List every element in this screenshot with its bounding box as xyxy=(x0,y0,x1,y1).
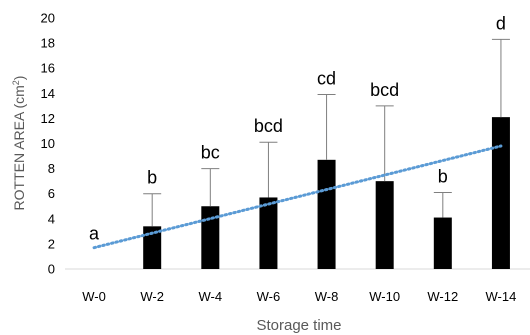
y-tick-label: 4 xyxy=(48,211,55,226)
y-tick-label: 8 xyxy=(48,161,55,176)
y-tick-label: 14 xyxy=(41,86,55,101)
y-tick-label: 6 xyxy=(48,186,55,201)
error-bar-W-8 xyxy=(317,94,336,160)
y-axis-label: ROTTEN AREA (cm2) xyxy=(11,76,27,211)
x-tick-label: W-8 xyxy=(315,289,339,304)
bars-group xyxy=(143,117,510,270)
significance-letter: bcd xyxy=(370,80,399,100)
error-bar-W-4 xyxy=(201,168,220,207)
x-tick-label: W-14 xyxy=(486,289,517,304)
significance-letter: b xyxy=(147,168,157,188)
y-tick-label: 2 xyxy=(48,236,55,251)
significance-letter: cd xyxy=(317,69,336,89)
bar-W-8 xyxy=(317,159,336,269)
y-tick-label: 18 xyxy=(41,36,55,51)
bar-W-2 xyxy=(143,226,162,269)
significance-letter: d xyxy=(496,13,506,33)
x-tick-label: W-6 xyxy=(257,289,281,304)
x-axis-label: Storage time xyxy=(256,317,341,334)
bar-W-4 xyxy=(201,206,220,269)
error-bar-W-12 xyxy=(433,191,452,218)
y-tick-label: 20 xyxy=(41,11,55,26)
y-tick-label: 0 xyxy=(48,262,55,277)
y-tick-label: 12 xyxy=(41,111,55,126)
y-axis-ticks: 0 2 4 6 8 10 12 14 16 18 20 xyxy=(41,11,55,277)
significance-letter: bcd xyxy=(254,116,283,136)
bar-W-10 xyxy=(375,181,394,269)
significance-letter: b xyxy=(438,166,448,186)
trend-line xyxy=(92,144,503,250)
x-tick-label: W-10 xyxy=(369,289,400,304)
y-axis-label-main: ROTTEN AREA (cm xyxy=(11,85,27,210)
significance-letter: bc xyxy=(201,143,220,163)
x-axis-ticks: W-0 W-2 W-4 W-6 W-8 W-10 W-12 W-14 xyxy=(82,289,516,304)
x-tick-label: W-0 xyxy=(82,289,106,304)
y-axis-label-superscript: 2 xyxy=(11,80,21,85)
error-bar-W-14 xyxy=(491,38,510,118)
error-bar-W-10 xyxy=(375,105,394,182)
error-bar-W-2 xyxy=(143,193,162,227)
bar-W-6 xyxy=(259,197,278,269)
bar-W-14 xyxy=(491,117,510,270)
error-bars-group xyxy=(143,38,510,227)
y-tick-label: 10 xyxy=(41,136,55,151)
y-tick-label: 16 xyxy=(41,61,55,76)
error-bar-W-6 xyxy=(259,141,278,198)
x-tick-label: W-12 xyxy=(427,289,458,304)
significance-letter: a xyxy=(89,224,100,244)
x-tick-label: W-2 xyxy=(140,289,164,304)
bar-W-12 xyxy=(433,217,452,269)
significance-letters: a b bc bcd cd bcd b d xyxy=(89,13,506,243)
x-tick-label: W-4 xyxy=(199,289,223,304)
y-axis-label-close: ) xyxy=(11,76,27,81)
